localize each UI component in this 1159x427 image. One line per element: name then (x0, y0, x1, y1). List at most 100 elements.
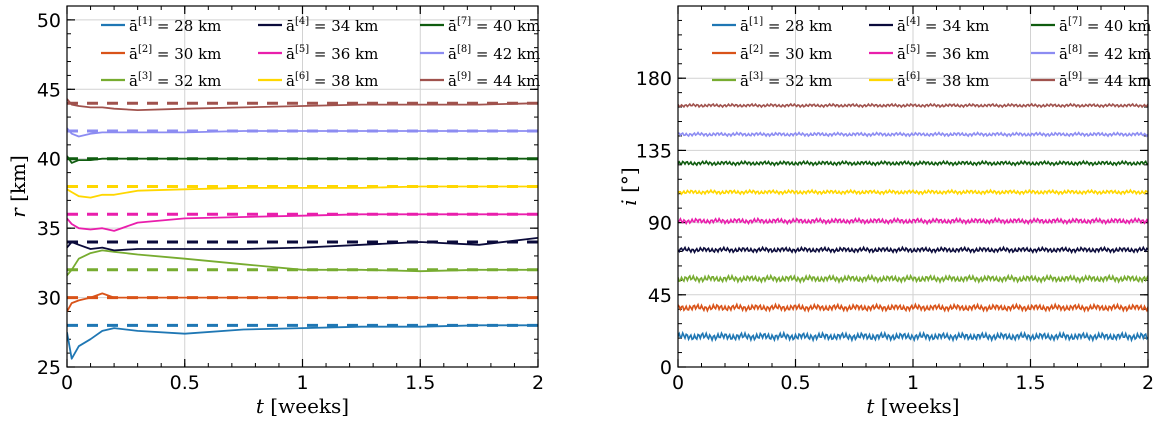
x-tick-label: 1.5 (1015, 372, 1045, 394)
legend-label-value: = 36 km (920, 45, 989, 63)
legend-label-base: ā (448, 17, 457, 35)
legend-label-value: = 32 km (152, 72, 221, 90)
series-line-5 (67, 213, 538, 232)
legend-label-base: ā (129, 45, 138, 63)
plot-frame (677, 5, 1149, 368)
legend-label-superscript: [5] (906, 44, 920, 55)
x-tick-label: 0.5 (780, 372, 810, 394)
legend-label-superscript: [9] (457, 71, 471, 82)
y-axis-unit: [°] (617, 167, 641, 199)
legend-label-4: ā[4] = 34 km (897, 16, 989, 35)
plot-frame (66, 5, 539, 368)
x-axis-label: t [weeks] (866, 394, 959, 418)
legend-label-1: ā[1] = 28 km (740, 16, 832, 35)
y-tick-label: 30 (37, 288, 61, 310)
legend-label-superscript: [2] (138, 44, 152, 55)
legend-label-9: ā[9] = 44 km (448, 71, 540, 90)
legend-label-base: ā (448, 72, 457, 90)
legend-label-base: ā (897, 17, 906, 35)
y-axis-label: r [km] (6, 155, 30, 218)
series-line-2 (678, 302, 1148, 313)
legend-label-base: ā (286, 45, 295, 63)
y-tick-label: 40 (37, 149, 61, 171)
series-line-6 (678, 188, 1148, 196)
series-line-3 (67, 249, 538, 276)
legend-label-superscript: [2] (749, 44, 763, 55)
x-axis-unit: [weeks] (264, 394, 349, 418)
x-tick-label: 1 (296, 372, 308, 394)
series-line-4 (67, 237, 538, 252)
legend-label-superscript: [3] (749, 71, 763, 82)
series-line-5 (678, 216, 1148, 226)
legend-label-value: = 34 km (920, 17, 989, 35)
legend-label-value: = 38 km (309, 72, 378, 90)
series-line-9 (67, 98, 538, 111)
x-axis-var: t (866, 394, 875, 418)
legend-label-4: ā[4] = 34 km (286, 16, 378, 35)
legend-label-value: = 30 km (152, 45, 221, 63)
legend-label-value: = 36 km (309, 45, 378, 63)
legend-label-base: ā (448, 45, 457, 63)
y-tick-label: 0 (660, 357, 672, 379)
series-line-1 (678, 330, 1148, 343)
legend-label-superscript: [8] (1068, 44, 1082, 55)
legend-label-superscript: [3] (138, 71, 152, 82)
legend-label-8: ā[8] = 42 km (1059, 44, 1151, 63)
x-tick-label: 2 (532, 372, 544, 394)
y-tick-label: 135 (636, 140, 672, 162)
legend-label-base: ā (129, 17, 138, 35)
legend-label-7: ā[7] = 40 km (448, 16, 540, 35)
legend-label-value: = 42 km (1082, 45, 1151, 63)
y-axis-unit: [km] (6, 155, 30, 208)
legend-label-value: = 32 km (763, 72, 832, 90)
legend-label-base: ā (740, 72, 749, 90)
x-tick-label: 0.5 (170, 372, 200, 394)
legend-label-superscript: [5] (295, 44, 309, 55)
legend-label-superscript: [9] (1068, 71, 1082, 82)
legend-label-superscript: [4] (295, 16, 309, 27)
legend-label-superscript: [6] (295, 71, 309, 82)
y-axis-label: i [°] (617, 167, 641, 205)
x-tick-label: 2 (1142, 372, 1154, 394)
legend-label-value: = 30 km (763, 45, 832, 63)
legend-label-9: ā[9] = 44 km (1059, 71, 1151, 90)
legend-label-6: ā[6] = 38 km (897, 71, 989, 90)
legend-label-5: ā[5] = 36 km (286, 44, 378, 63)
y-tick-label: 45 (648, 285, 672, 307)
legend-label-3: ā[3] = 32 km (740, 71, 832, 90)
legend-label-2: ā[2] = 30 km (129, 44, 221, 63)
y-tick-label: 180 (636, 68, 672, 90)
legend-label-superscript: [4] (906, 16, 920, 27)
series-line-4 (678, 245, 1148, 255)
legend-label-base: ā (1059, 72, 1068, 90)
legend-label-superscript: [6] (906, 71, 920, 82)
legend-label-3: ā[3] = 32 km (129, 71, 221, 90)
legend-label-2: ā[2] = 30 km (740, 44, 832, 63)
series-line-7 (67, 155, 538, 164)
legend-label-base: ā (740, 45, 749, 63)
legend-label-8: ā[8] = 42 km (448, 44, 540, 63)
x-tick-label: 1 (907, 372, 919, 394)
series-line-6 (67, 185, 538, 199)
series-line-7 (678, 159, 1148, 167)
x-tick-label: 0 (672, 372, 684, 394)
legend-label-base: ā (286, 17, 295, 35)
y-tick-label: 50 (37, 10, 61, 32)
legend-label-value: = 40 km (1082, 17, 1151, 35)
x-axis-label: t [weeks] (256, 394, 349, 418)
legend-label-base: ā (897, 72, 906, 90)
series-line-8 (678, 131, 1148, 138)
legend-label-value: = 40 km (471, 17, 540, 35)
legend-label-base: ā (897, 45, 906, 63)
legend-label-value: = 28 km (152, 17, 221, 35)
legend-label-base: ā (1059, 45, 1068, 63)
legend-label-base: ā (1059, 17, 1068, 35)
y-tick-label: 90 (648, 213, 672, 235)
plot-area (678, 102, 1148, 343)
series-line-3 (678, 273, 1148, 285)
legend-label-value: = 34 km (309, 17, 378, 35)
legend-label-superscript: [7] (457, 16, 471, 27)
legend-label-base: ā (740, 17, 749, 35)
